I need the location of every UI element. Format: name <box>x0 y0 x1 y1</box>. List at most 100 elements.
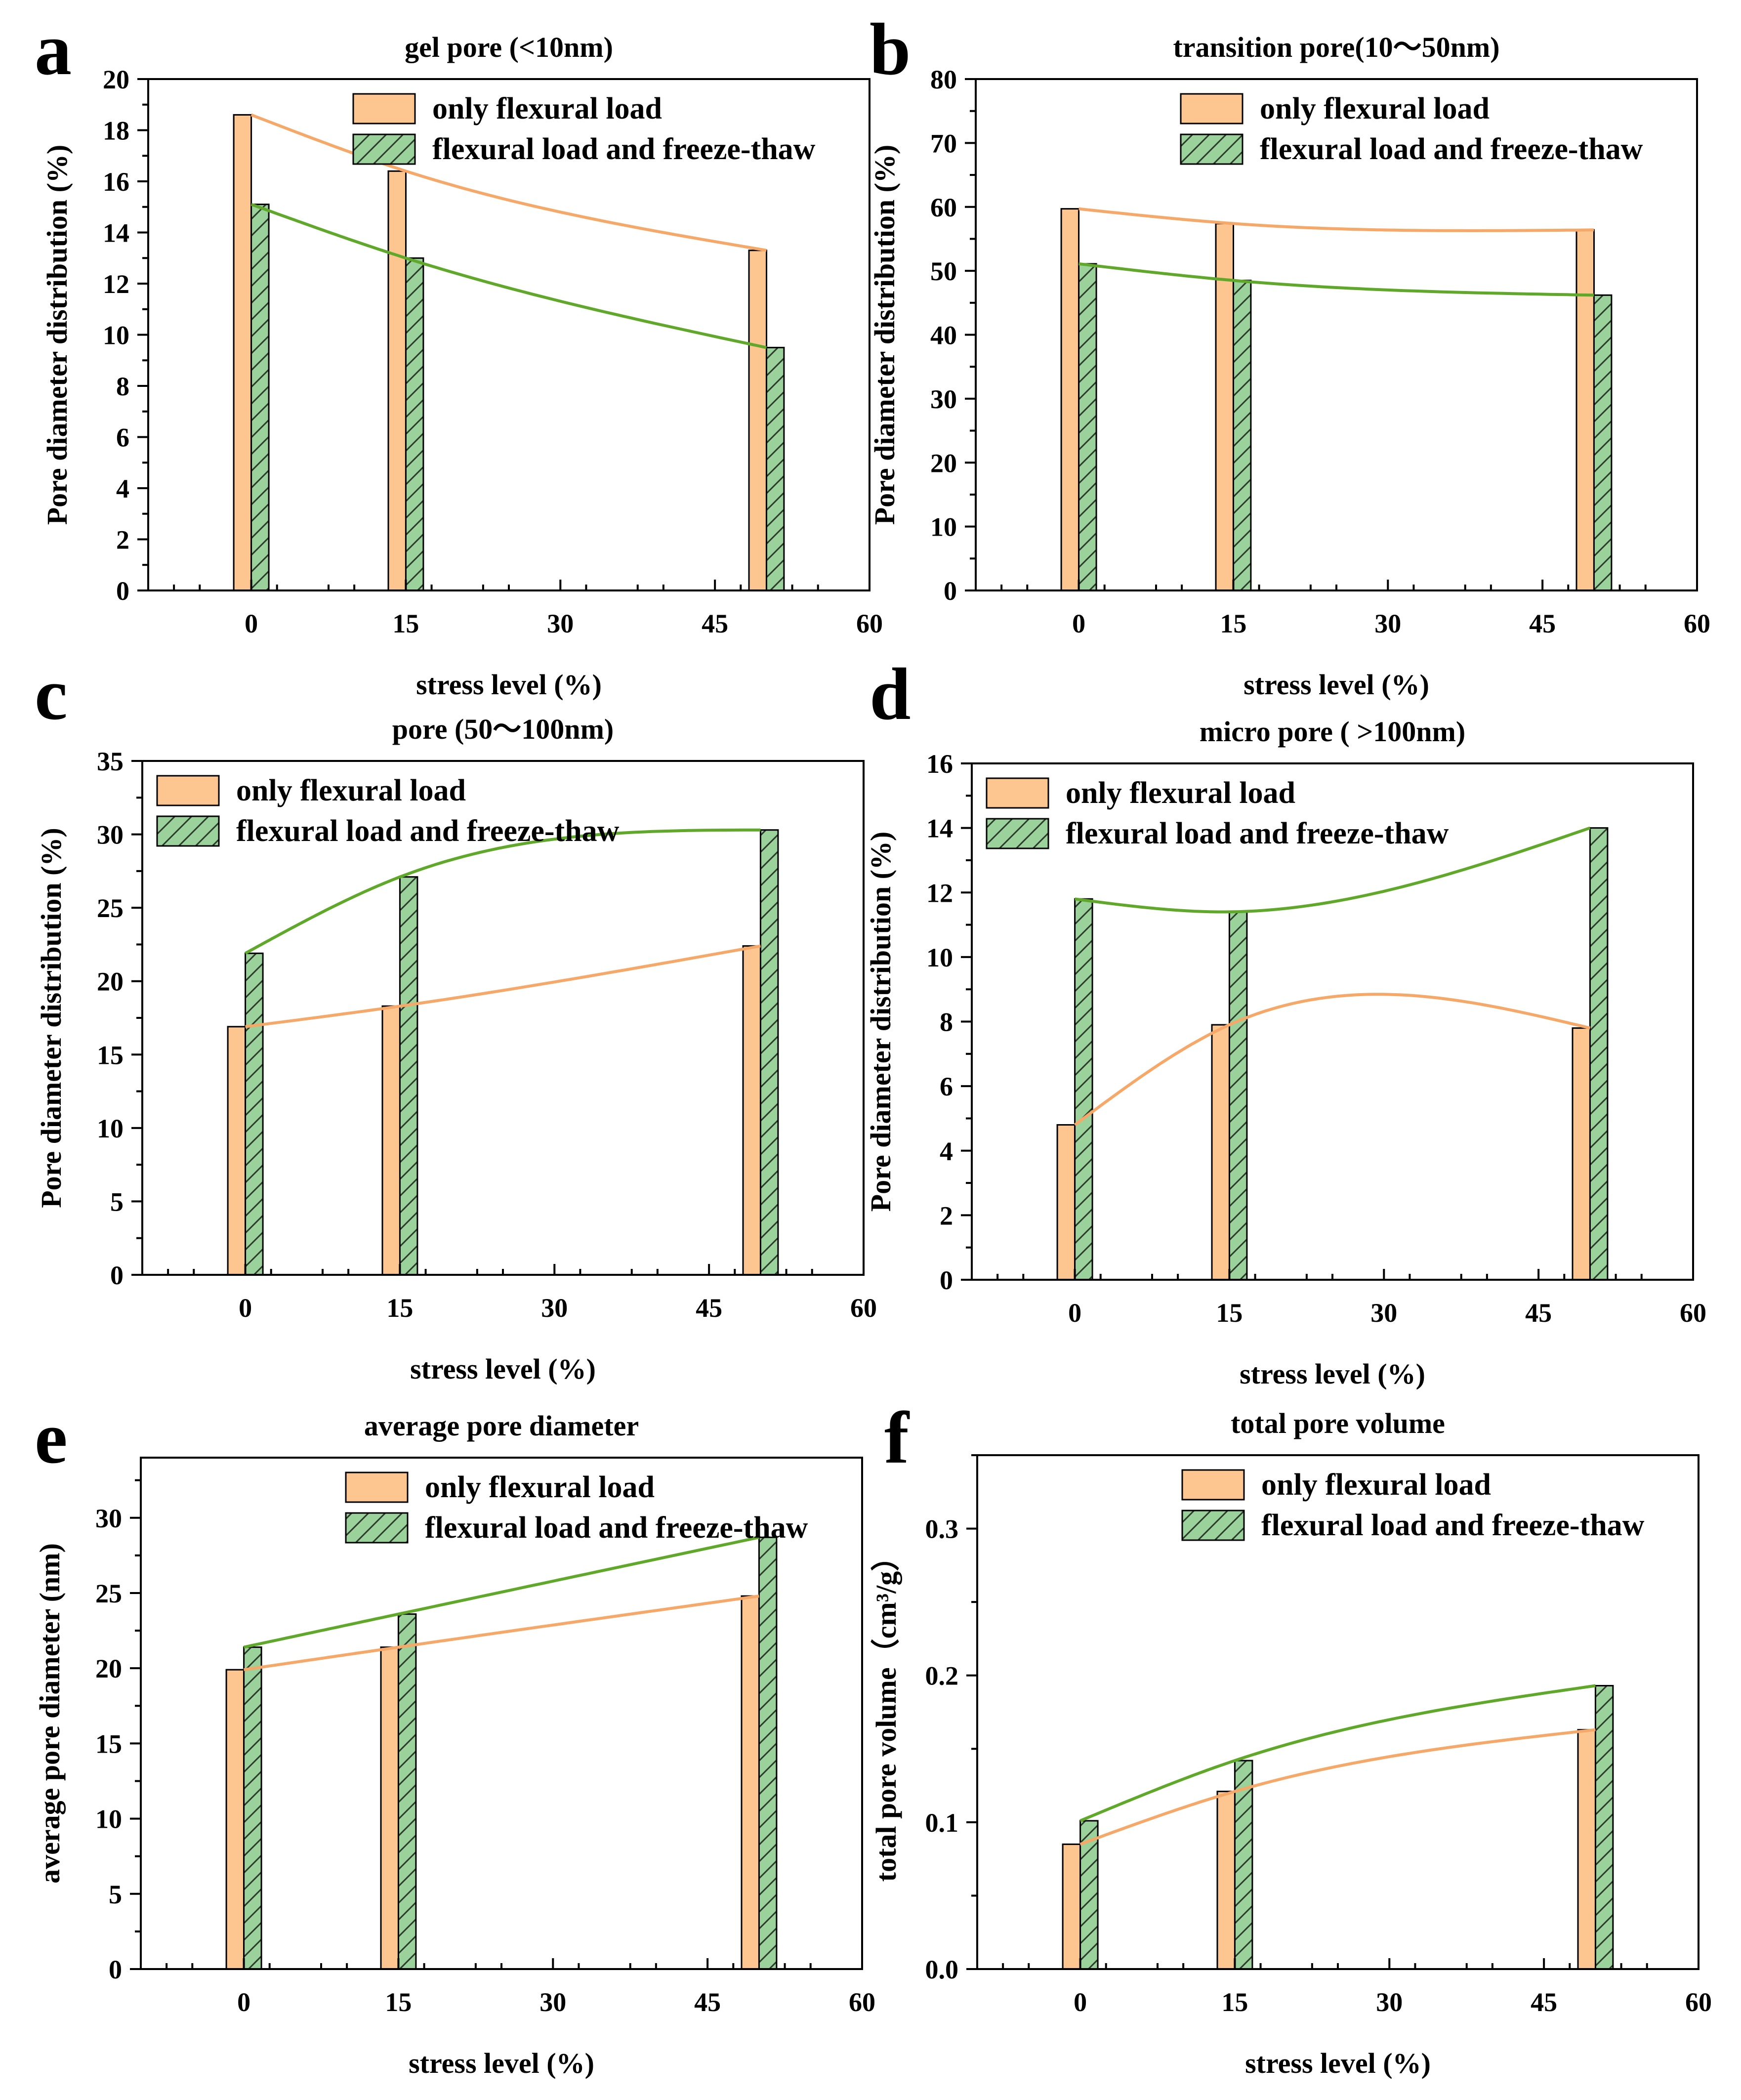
y-tick-label: 30 <box>97 820 124 850</box>
y-tick-label: 10 <box>930 512 957 542</box>
chart-panel-b: b transition pore(10～50nm) 0 15 30 45 60 0 10 20 3… <box>869 8 1710 701</box>
bar-only-flexural-50 <box>1577 1729 1596 1970</box>
bar-only-flexural-0 <box>1062 1843 1081 1970</box>
legend-swatch-freeze-thaw <box>345 1512 409 1544</box>
panel-letter: f <box>884 1397 910 1479</box>
y-tick-label: 4 <box>116 474 129 504</box>
y-tick-label: 30 <box>930 384 957 414</box>
y-tick-label: 35 <box>97 747 124 776</box>
bar-freeze-thaw-0 <box>1079 1820 1099 1970</box>
legend-label: flexural load and freeze-thaw <box>236 814 620 848</box>
trend-line-freeze-thaw <box>250 203 767 349</box>
chart-panel-f: f total pore volume 0 15 30 45 60 0.0 0.1 0.2 0.3 s… <box>870 1397 1712 2079</box>
y-tick-label: 6 <box>940 1072 953 1101</box>
panel-letter: c <box>35 653 68 735</box>
bar-freeze-thaw-50 <box>758 1536 778 1970</box>
y-tick-label: 18 <box>103 116 129 146</box>
x-axis-label: stress level (%) <box>410 1353 596 1385</box>
y-tick-label: 0 <box>109 1955 122 1984</box>
legend-label: only flexural load <box>236 774 466 807</box>
bar-only-flexural-50 <box>1572 1027 1591 1281</box>
chart-panel-d: d micro pore ( >100nm) 0 15 30 45 60 0 2 4 6 8 10 12 1… <box>865 653 1706 1390</box>
x-tick-label: 15 <box>1220 609 1246 638</box>
x-tick-label: 30 <box>1370 1298 1397 1328</box>
chart-title: transition pore(10～50nm) <box>1173 31 1499 63</box>
trend-line-freeze-thaw <box>243 1536 760 1649</box>
legend: only flexural load flexural load and free… <box>986 776 1449 850</box>
y-tick-label: 6 <box>116 423 129 453</box>
y-tick-label: 5 <box>109 1880 122 1909</box>
bar-only-flexural-15 <box>387 170 407 591</box>
bar-freeze-thaw-50 <box>1594 1685 1614 1970</box>
y-tick-label: 2 <box>116 525 129 555</box>
x-tick-label: 45 <box>1529 609 1556 638</box>
legend-label: flexural load and freeze-thaw <box>1260 132 1643 166</box>
y-tick-label: 12 <box>103 269 129 299</box>
x-tick-label: 0 <box>1072 609 1085 638</box>
trend-line-only-flexural <box>250 113 767 252</box>
bar-only-flexural-50 <box>741 1595 760 1970</box>
y-tick-label: 20 <box>103 65 129 94</box>
x-tick-label: 45 <box>696 1293 722 1323</box>
x-axis-label: stress level (%) <box>409 2047 594 2079</box>
trend-line-only-flexural <box>244 1595 759 1672</box>
x-tick-label: 0 <box>239 1293 252 1323</box>
x-tick-label: 45 <box>1525 1298 1552 1328</box>
x-tick-label: 45 <box>702 609 728 638</box>
trend-line-only-flexural <box>1079 1728 1596 1846</box>
legend-swatch-only-flexural <box>156 775 220 806</box>
x-tick-label: 30 <box>1376 1987 1403 2017</box>
legend-label: only flexural load <box>425 1470 655 1504</box>
y-tick-label: 10 <box>97 1114 124 1143</box>
y-tick-label: 0.2 <box>925 1661 959 1691</box>
bar-freeze-thaw-15 <box>1232 280 1252 591</box>
y-tick-label: 8 <box>940 1008 953 1037</box>
x-tick-label: 60 <box>849 1987 875 2017</box>
x-tick-label: 30 <box>1374 609 1401 638</box>
bar-freeze-thaw-15 <box>1228 911 1248 1281</box>
trend-line-only-flexural <box>1074 993 1591 1126</box>
x-tick-label: 45 <box>1531 1987 1557 2017</box>
bar-only-flexural-0 <box>227 1026 247 1276</box>
y-tick-label: 50 <box>930 256 957 286</box>
y-tick-label: 8 <box>116 372 129 401</box>
y-tick-label: 14 <box>926 814 953 843</box>
bar-only-flexural-0 <box>225 1669 245 1970</box>
panel-letter: a <box>35 8 72 90</box>
x-tick-label: 15 <box>386 1293 413 1323</box>
bar-freeze-thaw-50 <box>1593 294 1613 591</box>
legend-swatch-freeze-thaw <box>352 133 416 165</box>
legend-swatch-only-flexural <box>345 1471 409 1503</box>
legend-swatch-only-flexural <box>1180 93 1244 125</box>
trend-line-freeze-thaw <box>245 828 761 955</box>
legend-label: only flexural load <box>1260 92 1490 126</box>
legend-swatch-only-flexural <box>352 93 416 125</box>
y-tick-label: 70 <box>930 128 957 158</box>
chart-title: average pore diameter <box>364 1410 639 1442</box>
legend-label: only flexural load <box>432 92 662 126</box>
bar-only-flexural-15 <box>380 1646 399 1970</box>
bar-freeze-thaw-0 <box>250 204 270 591</box>
chart-panel-c: c pore (50～100nm) 0 15 30 45 60 0 5 10 15 20 25 30 35 s… <box>35 653 877 1385</box>
y-tick-label: 16 <box>103 167 129 197</box>
y-tick-label: 10 <box>95 1805 122 1834</box>
x-tick-label: 45 <box>694 1987 721 2017</box>
x-axis-label: stress level (%) <box>416 669 602 701</box>
x-axis-label: stress level (%) <box>1245 2047 1431 2079</box>
legend-swatch-only-flexural <box>1181 1469 1245 1501</box>
legend-swatch-freeze-thaw <box>1180 133 1244 165</box>
y-tick-label: 14 <box>103 218 129 248</box>
x-tick-label: 30 <box>541 1293 568 1323</box>
y-tick-label: 0 <box>944 576 957 606</box>
bar-only-flexural-15 <box>1216 1791 1236 1970</box>
x-tick-label: 0 <box>245 609 258 638</box>
bar-freeze-thaw-15 <box>405 257 424 591</box>
trend-line-only-flexural <box>245 944 761 1028</box>
y-tick-label: 10 <box>103 321 129 350</box>
chart-title: micro pore ( >100nm) <box>1200 715 1465 748</box>
y-axis-label: total pore volume（cm³/g） <box>870 1543 902 1882</box>
legend: only flexural load flexural load and free… <box>1180 92 1643 166</box>
x-tick-label: 0 <box>237 1987 250 2017</box>
legend: only flexural load flexural load and free… <box>156 774 620 848</box>
chart-title: total pore volume <box>1231 1407 1445 1439</box>
